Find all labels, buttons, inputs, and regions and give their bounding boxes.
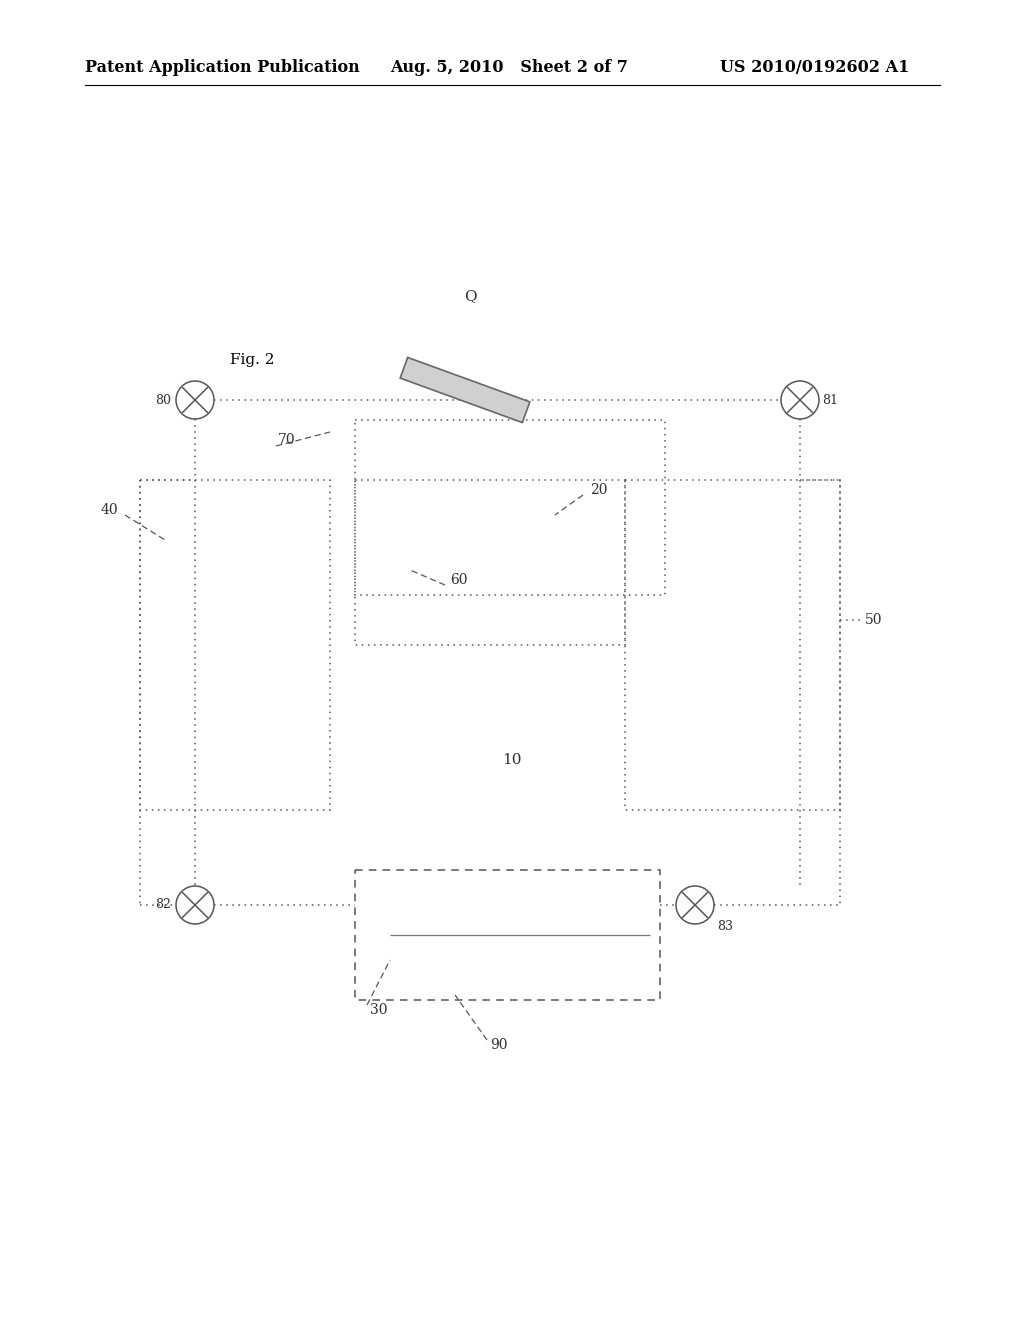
Text: US 2010/0192602 A1: US 2010/0192602 A1 xyxy=(720,59,909,77)
Text: 82: 82 xyxy=(155,899,171,912)
Bar xyxy=(400,358,529,422)
Circle shape xyxy=(781,381,819,418)
Text: Fig. 2: Fig. 2 xyxy=(230,352,274,367)
Text: 60: 60 xyxy=(450,573,468,587)
Circle shape xyxy=(176,381,214,418)
Text: 80: 80 xyxy=(155,393,171,407)
Circle shape xyxy=(676,886,714,924)
Text: 70: 70 xyxy=(278,433,296,447)
Circle shape xyxy=(176,886,214,924)
Text: 50: 50 xyxy=(865,612,883,627)
Text: 20: 20 xyxy=(590,483,607,498)
Text: 81: 81 xyxy=(822,393,838,407)
Text: Aug. 5, 2010   Sheet 2 of 7: Aug. 5, 2010 Sheet 2 of 7 xyxy=(390,59,628,77)
Text: 40: 40 xyxy=(100,503,118,517)
Text: Q: Q xyxy=(464,289,476,304)
Text: 10: 10 xyxy=(502,752,522,767)
Text: Patent Application Publication: Patent Application Publication xyxy=(85,59,359,77)
Text: 90: 90 xyxy=(490,1038,508,1052)
Text: 83: 83 xyxy=(717,920,733,933)
Text: 30: 30 xyxy=(370,1003,387,1016)
